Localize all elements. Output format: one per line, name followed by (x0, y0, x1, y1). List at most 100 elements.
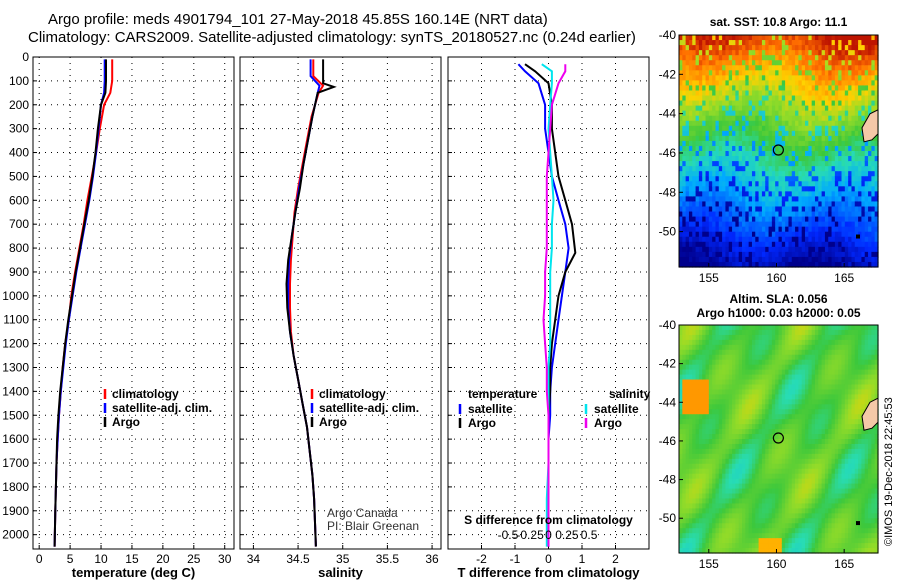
map-cell (828, 216, 833, 223)
map-cell (838, 256, 843, 263)
map-cell (728, 145, 733, 152)
map-cell (738, 419, 743, 425)
map-cell (844, 191, 849, 197)
map-cell (695, 493, 700, 500)
map-cell (814, 166, 819, 172)
map-cell (814, 211, 819, 218)
map-cell (791, 130, 796, 137)
map-cell (742, 478, 746, 485)
map-cell (791, 404, 796, 410)
map-cell (851, 85, 856, 92)
map-cell (695, 226, 700, 233)
map-cell (795, 458, 799, 465)
map-cell (798, 325, 803, 331)
map-cell (781, 196, 786, 203)
map-cell (702, 211, 707, 218)
map-cell (688, 508, 693, 514)
map-cell (768, 518, 773, 524)
map-cell (742, 125, 746, 132)
map-cell (765, 231, 770, 238)
map-cell (778, 140, 783, 147)
map-cell (758, 448, 763, 455)
map-cell (795, 156, 799, 162)
map-cell (698, 448, 703, 455)
map-cell (738, 65, 743, 71)
map-cell (834, 251, 839, 258)
map-cell (735, 181, 740, 187)
map-cell (874, 176, 879, 182)
map-cell (695, 404, 700, 410)
map-cell (868, 60, 872, 66)
map-cell (755, 206, 760, 213)
map-cell (742, 379, 746, 386)
map-cell (771, 241, 776, 248)
map-cell (738, 130, 743, 137)
map-cell (715, 80, 720, 87)
map-cell (765, 513, 770, 519)
map-cell (725, 513, 730, 519)
map-cell (795, 379, 799, 386)
map-cell (732, 329, 736, 336)
map-cell (685, 548, 690, 554)
map-cell (722, 196, 727, 203)
map-cell (771, 105, 776, 112)
map-cell (742, 186, 746, 192)
map-cell (858, 161, 863, 167)
map-cell (844, 135, 849, 142)
map-cell (712, 453, 717, 460)
map-cell (708, 513, 713, 519)
map-cell (781, 493, 786, 500)
map-cell (742, 201, 746, 208)
map-cell (732, 181, 736, 187)
map-cell (798, 201, 803, 208)
map-cell (735, 528, 740, 534)
map-cell (841, 236, 846, 243)
map-cell (725, 399, 730, 405)
map-cell (844, 100, 849, 107)
map-cell (791, 251, 796, 258)
map-cell (742, 448, 746, 455)
map-cell (725, 443, 730, 450)
map-cell (761, 344, 766, 351)
map-cell (781, 354, 786, 361)
map-cell (874, 135, 879, 142)
map-cell (705, 488, 710, 495)
map-cell (698, 384, 703, 391)
map-cell (795, 65, 799, 71)
map-cell (841, 145, 846, 152)
map-cell (811, 349, 816, 356)
map-cell (702, 80, 707, 87)
map-cell (688, 120, 693, 127)
map-cell (722, 468, 727, 475)
map-cell (735, 463, 740, 470)
map-cell (858, 226, 863, 233)
map-cell (795, 434, 799, 440)
map-cell (679, 120, 683, 127)
map-cell (745, 508, 750, 514)
map-cell (745, 206, 750, 213)
map-cell (775, 201, 780, 208)
map-cell (722, 50, 727, 56)
map-cell (702, 135, 707, 142)
map-cell (814, 478, 819, 485)
map-cell (728, 105, 733, 112)
map-cell (814, 419, 819, 425)
map-cell (738, 251, 743, 258)
map-cell (755, 135, 760, 142)
map-cell (861, 145, 866, 152)
map-cell (781, 161, 786, 167)
map-cell (679, 473, 683, 480)
map-cell (831, 85, 836, 92)
map-cell (715, 374, 720, 381)
map-cell (748, 161, 753, 167)
map-cell (705, 246, 710, 253)
y-tick-label: 0 (22, 50, 29, 64)
map-cell (732, 473, 736, 480)
map-cell (801, 439, 806, 445)
map-cell (758, 95, 763, 102)
map-cell (755, 85, 760, 92)
map-cell (785, 171, 790, 177)
map-cell (775, 196, 780, 203)
map-cell (798, 453, 803, 460)
map-cell (728, 538, 733, 544)
